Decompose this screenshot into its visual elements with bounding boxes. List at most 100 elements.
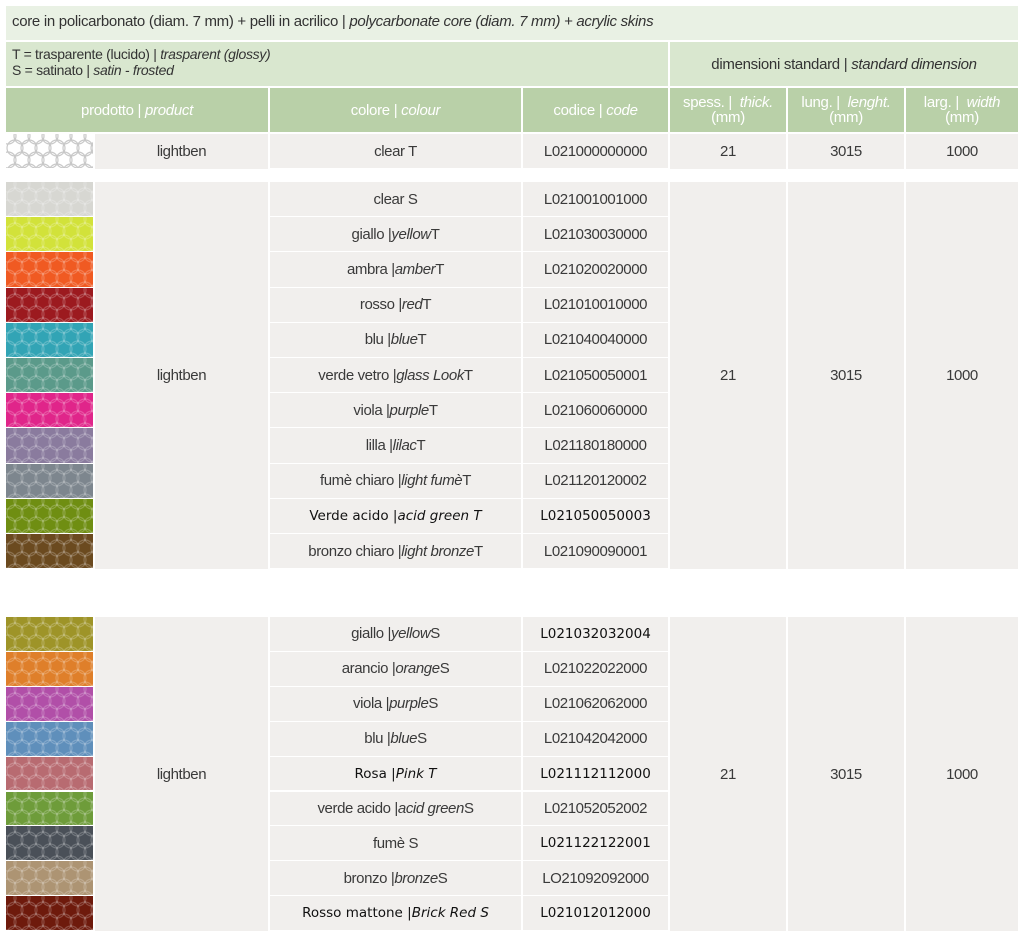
column-header-product: prodotto | product [6, 88, 268, 132]
colour-name-it: lilla | [365, 436, 393, 454]
column-header-thickness: spess. | thick. (mm) [670, 88, 786, 132]
width-value: 1000 [946, 367, 978, 385]
colour-swatch [6, 651, 93, 686]
honeycomb-texture-icon [6, 534, 93, 569]
finish-suffix: T [435, 260, 445, 278]
product-name-cell: lightben [95, 134, 268, 169]
finish-suffix: T [463, 366, 473, 384]
finish-suffix: T [428, 401, 438, 419]
finish-suffix: T [417, 331, 427, 349]
colour-name-en: yellow [390, 625, 431, 643]
product-code-cell: L021032032004 [523, 617, 668, 651]
honeycomb-texture-icon [6, 217, 93, 252]
colour-swatch [6, 721, 93, 756]
product-code: L021180180000 [544, 436, 647, 454]
legend-transparent-en: trasparent (glossy) [160, 46, 271, 62]
product-code: L021122122001 [540, 835, 651, 852]
colour-swatch [6, 617, 93, 651]
product-code: L021120120002 [544, 472, 647, 490]
product-name: lightben [156, 765, 207, 783]
colour-name-it: blu | [364, 331, 391, 349]
colour-name-en: blue [390, 331, 418, 349]
colour-name-it: blu | [364, 730, 391, 748]
dimensions-header: dimensioni standard | standard dimension [670, 42, 1018, 86]
colour-name-en: amber [394, 260, 436, 278]
finish-suffix: S [439, 660, 450, 678]
colour-name-it: bronzo | [343, 869, 395, 887]
colour-cell: clear S [270, 182, 521, 217]
colour-name-en: orange [395, 660, 440, 678]
colour-swatch [6, 498, 93, 533]
colour-swatch [6, 134, 93, 168]
finish-legend: T = trasparente (lucido) | trasparent (g… [6, 42, 668, 86]
colour-swatch [6, 791, 93, 826]
product-code: L021042042000 [543, 730, 648, 748]
product-code: L021050050003 [540, 507, 651, 524]
product-code: L021012012000 [540, 905, 651, 922]
colour-swatch [6, 322, 93, 357]
honeycomb-texture-icon [6, 134, 93, 168]
legend-satin: S = satinato | satin - frosted [12, 62, 668, 78]
product-code: L021032032004 [540, 625, 651, 642]
product-code-cell: LO21092092000 [523, 861, 668, 896]
colour-name-en: acid green [397, 799, 464, 817]
colour-name-en: lilac [392, 436, 417, 454]
colour-name-it: arancio | [341, 660, 396, 678]
colour-name-en: purple [389, 401, 430, 419]
product-code-cell: L021180180000 [523, 428, 668, 463]
colour-cell: Rosso mattone | Brick Red S [270, 896, 521, 931]
colour-swatch [6, 826, 93, 861]
length-cell: 3015 [788, 182, 904, 570]
colour-swatch [6, 182, 93, 217]
column-product-en: product [145, 101, 193, 119]
product-code: L021040040000 [543, 331, 648, 349]
honeycomb-texture-icon [6, 721, 93, 756]
colour-swatch [6, 428, 93, 463]
legend-transparent: T = trasparente (lucido) | trasparent (g… [12, 46, 668, 62]
column-header-width: larg. | width (mm) [906, 88, 1018, 132]
colour-cell: verde vetro | glass Look T [270, 358, 521, 393]
colour-name-en: light fumè [401, 472, 463, 490]
legend-transparent-it: T = trasparente (lucido) | [12, 46, 161, 62]
colour-cell: Verde acido | acid green T [270, 498, 521, 533]
column-colour-it: colore | [350, 101, 398, 119]
product-code-cell: L021000000000 [523, 134, 668, 168]
product-code-cell: L021052052002 [523, 791, 668, 826]
colour-name-it: giallo | [351, 625, 391, 643]
colour-name-it: bronzo chiaro | [308, 542, 402, 560]
finish-suffix: T [473, 542, 483, 560]
product-code: L021010010000 [543, 296, 648, 314]
width-cell: 1000 [906, 134, 1018, 169]
colour-cell: bronzo | bronze S [270, 861, 521, 896]
thickness-value: 21 [720, 143, 736, 160]
legend-satin-en: satin - frosted [93, 62, 174, 78]
column-code-en: code [606, 101, 638, 119]
product-code: L021022022000 [543, 660, 648, 678]
colour-cell: fumè S [270, 826, 521, 861]
finish-suffix: S [417, 730, 427, 748]
length-value: 3015 [830, 367, 862, 385]
product-code-cell: L021122122001 [523, 826, 668, 861]
colour-name-en: glass Look [396, 366, 464, 384]
column-colour-en: colour [401, 101, 441, 119]
colour-cell: lilla | lilac T [270, 428, 521, 463]
core-description: core in policarbonato (diam. 7 mm) + pel… [6, 6, 1018, 40]
honeycomb-texture-icon [6, 428, 93, 463]
product-code-cell: L021012012000 [523, 896, 668, 931]
honeycomb-texture-icon [6, 861, 93, 896]
honeycomb-texture-icon [6, 322, 93, 357]
colour-name-it: Rosso mattone | [302, 905, 412, 922]
legend-satin-it: S = satinato | [12, 62, 94, 78]
colour-swatch [6, 896, 93, 931]
column-code-it: codice | [553, 101, 603, 119]
finish-suffix: T [462, 472, 472, 490]
finish-suffix: S [430, 625, 440, 643]
colour-name-it: fumè S [372, 834, 419, 852]
honeycomb-texture-icon [6, 756, 93, 791]
product-code: LO21092092000 [542, 869, 649, 887]
honeycomb-texture-icon [6, 182, 93, 217]
colour-cell: clear T [270, 134, 521, 168]
core-description-it: core in policarbonato (diam. 7 mm) + pel… [12, 13, 350, 30]
column-thickness-unit: (mm) [711, 109, 745, 126]
honeycomb-texture-icon [6, 463, 93, 498]
